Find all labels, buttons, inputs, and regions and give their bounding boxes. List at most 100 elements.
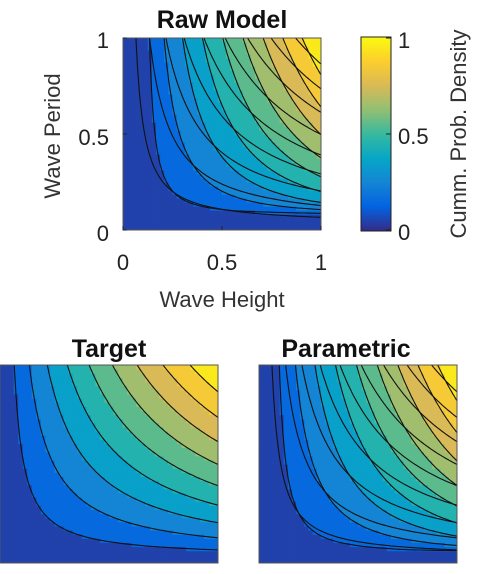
target-cell — [122, 476, 128, 482]
target-cell — [99, 455, 106, 461]
raw-model-cell — [263, 170, 268, 175]
raw-model-cell — [201, 198, 207, 203]
target-cell — [140, 447, 146, 453]
raw-model-cell — [209, 170, 215, 175]
target-cell — [181, 558, 187, 563]
target-cell — [0, 468, 6, 473]
target-cell — [131, 513, 137, 519]
raw-model-cell — [123, 198, 128, 203]
target-cell — [77, 505, 83, 510]
raw-model-cell — [123, 178, 128, 183]
raw-model-cell — [312, 154, 318, 159]
target-cell — [177, 546, 183, 552]
raw-model-cell — [180, 222, 186, 227]
raw-model-cell — [242, 62, 248, 67]
raw-model-cell — [184, 126, 190, 131]
raw-model-cell — [238, 46, 244, 51]
target-cell — [172, 385, 178, 391]
raw-model-cell — [296, 178, 301, 183]
target-cell — [118, 398, 124, 403]
raw-model-cell — [288, 126, 293, 131]
target-cell — [149, 476, 156, 482]
raw-model-cell — [127, 166, 132, 171]
target-cell — [13, 538, 19, 543]
raw-model-cell — [250, 102, 256, 107]
raw-model-cell — [160, 166, 165, 171]
raw-model-cell — [279, 82, 285, 87]
raw-model-cell — [259, 162, 264, 167]
target-cell — [9, 480, 15, 486]
target-cell — [63, 505, 69, 510]
raw-model-cell — [238, 162, 244, 167]
raw-model-cell — [189, 214, 194, 219]
raw-model-cell — [168, 138, 174, 143]
target-cell — [204, 509, 210, 515]
target-cell — [154, 443, 160, 449]
target-cell — [77, 398, 83, 403]
raw-model-cell — [164, 82, 169, 87]
raw-model-cell — [193, 58, 198, 63]
raw-model-cell — [172, 226, 178, 230]
raw-model-cell — [259, 190, 264, 195]
target-cell — [68, 451, 74, 457]
raw-model-cell — [213, 178, 219, 183]
raw-model-cell — [246, 154, 252, 159]
target-cell — [40, 406, 47, 411]
target-cell — [77, 447, 83, 453]
raw-model-cell — [312, 134, 318, 139]
target-cell — [199, 422, 205, 428]
target-cell — [127, 385, 133, 391]
raw-model-cell — [283, 142, 289, 147]
target-cell — [190, 410, 196, 416]
target-cell — [45, 521, 51, 527]
raw-model-cell — [222, 146, 227, 151]
target-cell — [181, 439, 187, 444]
target-cell — [81, 501, 87, 506]
target-cell — [190, 459, 196, 465]
target-cell — [145, 505, 151, 510]
raw-model-cell — [147, 142, 153, 147]
raw-model-cell — [226, 186, 231, 191]
target-cell — [168, 377, 174, 383]
raw-model-cell — [242, 150, 248, 155]
raw-model-dashed-line-7 — [247, 38, 321, 113]
raw-model-cell — [296, 150, 301, 155]
target-cell — [168, 501, 174, 506]
parametric-cell — [378, 546, 384, 552]
raw-model-cell — [131, 126, 136, 131]
raw-model-cell — [127, 174, 132, 179]
target-cell — [118, 422, 124, 428]
target-cell — [40, 550, 47, 556]
target-cell — [199, 530, 205, 535]
raw-model-cell — [127, 82, 132, 87]
raw-model-cell — [275, 186, 281, 191]
target-cell — [199, 538, 205, 543]
target-cell — [136, 393, 142, 399]
target-cell — [36, 406, 42, 411]
parametric-cell — [287, 554, 293, 560]
raw-model-cell — [184, 194, 190, 199]
raw-model-cell — [123, 162, 128, 167]
target-cell — [109, 431, 115, 436]
raw-model-cell — [209, 78, 215, 83]
raw-model-cell — [308, 218, 314, 223]
raw-model-cell — [283, 38, 289, 43]
raw-model-cell — [131, 150, 136, 155]
raw-model-cell — [156, 170, 161, 175]
target-cell — [9, 369, 15, 374]
target-cell — [127, 369, 133, 374]
raw-model-cell — [147, 78, 153, 83]
raw-model-cell — [197, 114, 202, 119]
raw-model-cell — [123, 114, 128, 119]
target-cell — [163, 447, 169, 453]
raw-model-cell — [234, 174, 240, 179]
target-cell — [122, 447, 128, 453]
raw-model-cell — [201, 214, 207, 219]
raw-model-cell — [292, 206, 297, 211]
raw-model-cell — [217, 58, 223, 63]
target-cell — [90, 497, 96, 502]
target-cell — [127, 464, 133, 469]
raw-model-cell — [271, 146, 277, 151]
parametric-cell — [271, 558, 277, 563]
raw-model-cell — [172, 218, 178, 223]
